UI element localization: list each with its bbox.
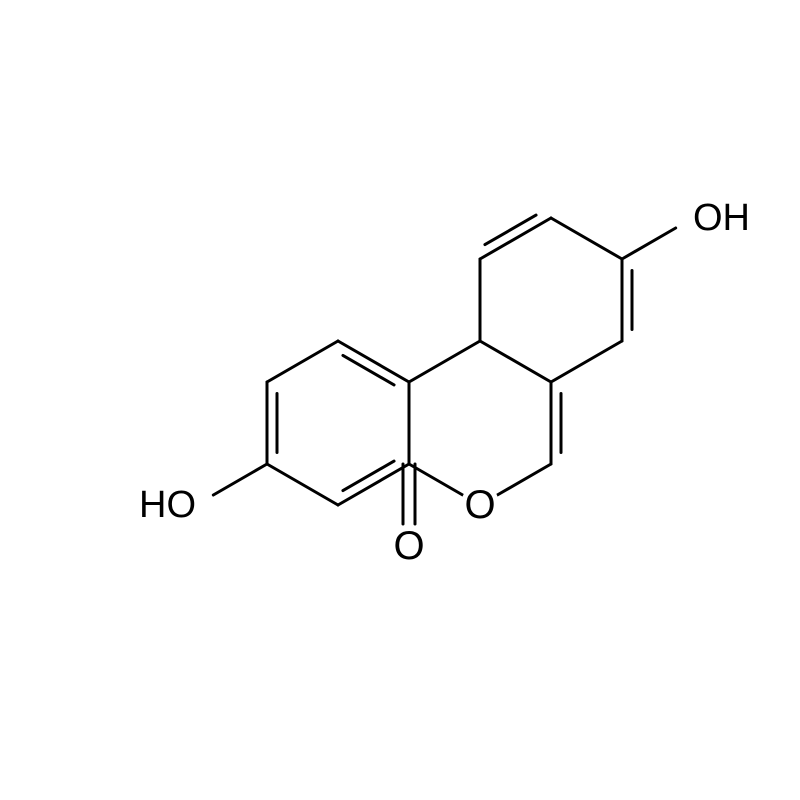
- bond-line: [551, 218, 622, 259]
- bond-line: [267, 341, 338, 382]
- atom-label: O: [393, 524, 424, 568]
- molecule-diagram: OOOOOHOHHOHO: [0, 0, 800, 800]
- bond-line: [267, 464, 338, 505]
- atom-label: OH: [693, 197, 750, 239]
- bond-line: [551, 341, 622, 382]
- bond-line: [338, 341, 409, 382]
- bond-line: [409, 464, 464, 496]
- bond-line: [480, 218, 551, 259]
- bond-line: [213, 464, 267, 495]
- bond-line: [496, 464, 551, 496]
- bond-line: [480, 341, 551, 382]
- atom-label: O: [464, 483, 495, 527]
- bond-line: [622, 228, 676, 259]
- bond-line: [338, 464, 409, 505]
- bond-line: [409, 341, 480, 382]
- atom-label: HO: [139, 484, 196, 526]
